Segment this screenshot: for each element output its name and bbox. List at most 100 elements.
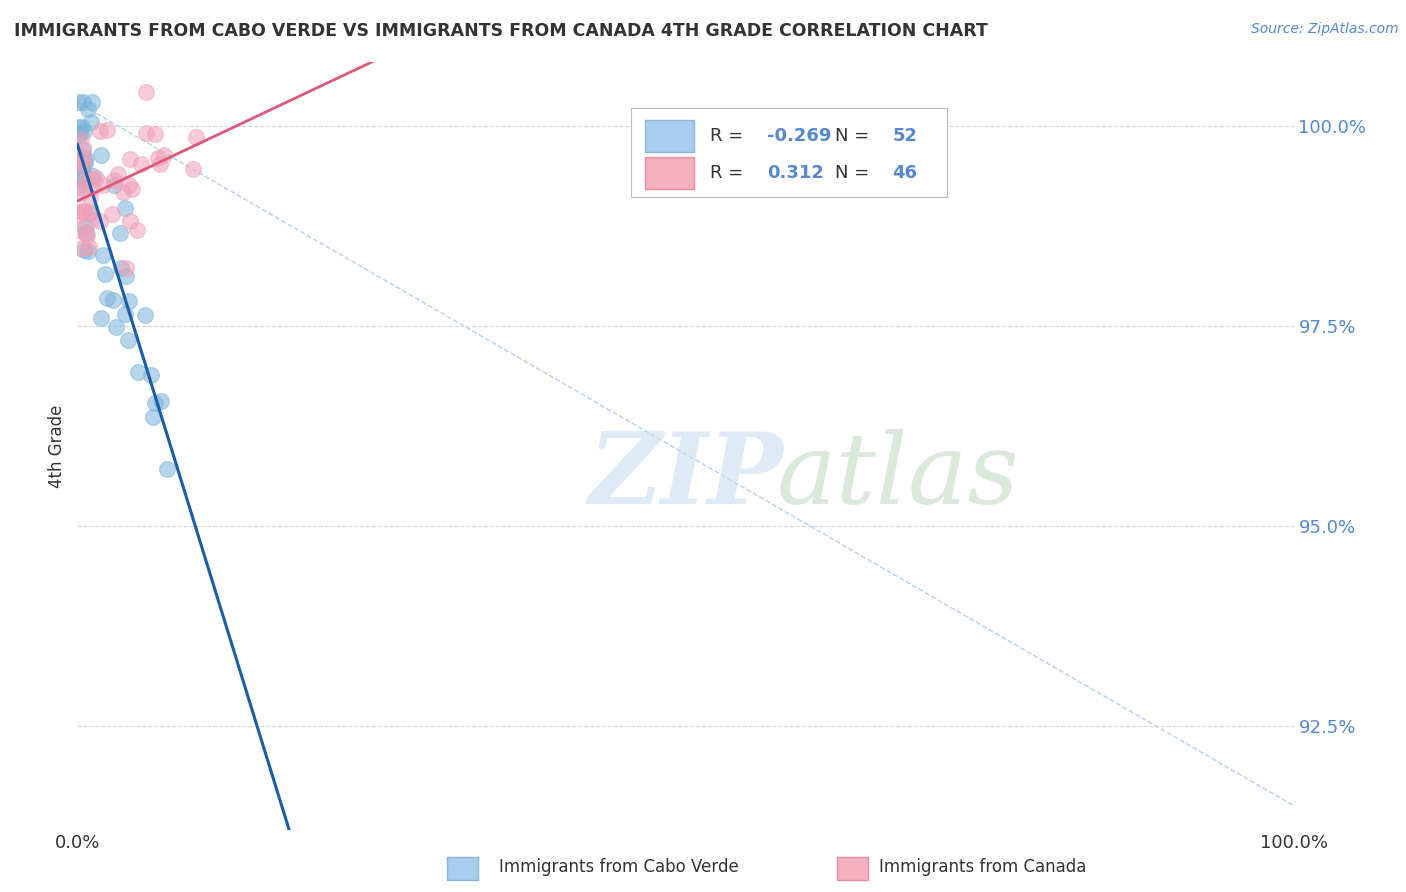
Point [66,95,89,110]
Point [96,291,118,305]
Point [72,143,94,157]
Point [103,178,125,192]
Point [82,180,104,194]
Text: 0.312: 0.312 [766,164,824,182]
Point [134,308,156,322]
Point [73,155,96,169]
Point [105,320,128,334]
Text: ZIP: ZIP [588,428,783,524]
Point [67,179,90,194]
Point [79,204,101,219]
Point [77,102,100,116]
Point [82,169,104,183]
Point [101,206,124,220]
Point [69,148,91,162]
Point [69,159,91,173]
Point [84,170,107,185]
Point [72,204,94,219]
Point [75,173,97,187]
Point [69,153,91,167]
Point [73,204,96,219]
Text: Immigrants from Cabo Verde: Immigrants from Cabo Verde [499,858,740,876]
Point [70,186,93,201]
Text: Immigrants from Canada: Immigrants from Canada [879,858,1085,876]
Text: -0.269: -0.269 [766,127,831,145]
Point [114,260,136,275]
Point [69,128,91,142]
Point [70,157,93,171]
Point [89,124,111,138]
Point [69,165,91,179]
FancyBboxPatch shape [645,157,695,189]
Point [80,213,103,227]
Point [96,123,118,137]
Point [66,180,89,194]
Point [67,120,90,134]
Point [103,173,125,187]
Point [117,178,139,193]
Point [79,205,101,219]
Point [72,95,94,110]
Text: R =: R = [710,127,749,145]
Text: N =: N = [835,127,875,145]
Point [72,244,94,258]
Point [186,129,208,144]
Point [79,190,101,204]
Point [135,126,157,140]
Point [67,158,90,172]
Point [107,167,129,181]
Point [67,126,90,140]
Point [76,227,98,242]
Point [139,368,162,383]
Point [93,178,115,192]
Point [70,120,93,134]
Point [73,151,96,165]
Point [77,240,100,254]
Point [67,153,90,168]
Point [127,365,149,379]
Point [73,156,96,170]
Point [75,219,97,234]
Point [114,201,136,215]
Text: 46: 46 [893,164,917,182]
Point [80,95,103,110]
Point [90,148,112,162]
Point [143,396,166,410]
Text: 52: 52 [893,127,917,145]
Text: IMMIGRANTS FROM CABO VERDE VS IMMIGRANTS FROM CANADA 4TH GRADE CORRELATION CHART: IMMIGRANTS FROM CABO VERDE VS IMMIGRANTS… [14,22,988,40]
Point [152,148,174,162]
Point [67,207,90,221]
Point [149,157,172,171]
Point [73,175,96,189]
FancyBboxPatch shape [645,120,695,153]
Point [73,151,96,165]
Point [70,132,93,146]
Point [111,185,134,199]
Point [142,409,165,424]
Point [118,214,141,228]
Point [114,268,136,283]
Point [70,161,93,175]
Point [90,311,112,326]
Point [129,156,152,170]
Point [73,124,96,138]
Text: N =: N = [835,164,875,182]
Point [117,333,139,347]
Point [156,462,179,476]
Y-axis label: 4th Grade: 4th Grade [48,404,66,488]
Point [135,86,157,100]
Point [72,141,94,155]
FancyBboxPatch shape [631,109,946,197]
Point [72,168,94,182]
Point [146,151,169,165]
Point [114,307,136,321]
Point [149,394,172,409]
Text: Source: ZipAtlas.com: Source: ZipAtlas.com [1251,22,1399,37]
Point [69,223,91,237]
Point [70,241,93,255]
Point [145,127,167,141]
Point [72,157,94,171]
Point [77,244,100,259]
Point [110,261,132,276]
Text: R =: R = [710,164,749,182]
